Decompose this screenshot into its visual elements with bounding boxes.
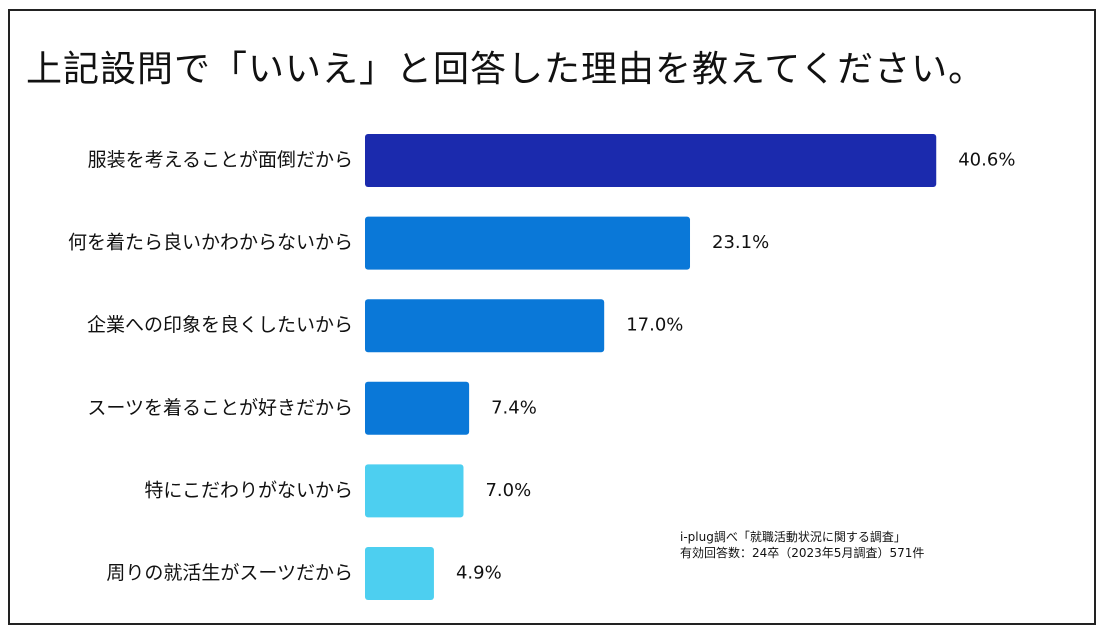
bar [365, 381, 470, 435]
category-label: 周りの就活生がスーツだから [106, 562, 353, 584]
value-label: 7.0% [485, 480, 531, 501]
bar [365, 547, 434, 600]
category-label: スーツを着ることが好きだから [87, 397, 353, 419]
source-note: i-plug調べ「就職活動状況に関する調査」 有効回答数：24卒（2023年5月… [680, 529, 924, 561]
bar [365, 134, 937, 187]
value-label: 17.0% [626, 315, 683, 336]
bar [365, 216, 691, 270]
value-label: 23.1% [712, 232, 769, 253]
chart-title: 上記設問で「いいえ」と回答した理由を教えてください。 [26, 49, 986, 90]
category-label: 服装を考えることが面倒だから [88, 149, 353, 171]
category-label: 特にこだわりがないから [144, 479, 353, 501]
source-line-1: i-plug調べ「就職活動状況に関する調査」 [680, 530, 906, 544]
category-label: 企業への印象を良くしたいから [87, 314, 353, 336]
bar [365, 299, 605, 353]
source-line-2: 有効回答数：24卒（2023年5月調査）571件 [680, 546, 925, 560]
category-label: 何を着たら良いかわからないから [68, 232, 353, 254]
value-label: 7.4% [491, 397, 537, 418]
value-label: 4.9% [456, 563, 502, 584]
bar [365, 464, 464, 518]
value-label: 40.6% [958, 150, 1015, 171]
